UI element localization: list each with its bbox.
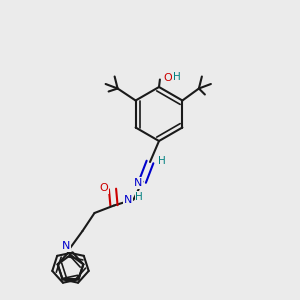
Text: H: H (135, 191, 143, 202)
Text: O: O (100, 183, 109, 193)
Text: H: H (172, 72, 180, 82)
Text: N: N (134, 178, 142, 188)
Text: N: N (62, 241, 70, 251)
Text: N: N (124, 195, 132, 205)
Text: H: H (158, 155, 165, 166)
Text: O: O (163, 73, 172, 83)
